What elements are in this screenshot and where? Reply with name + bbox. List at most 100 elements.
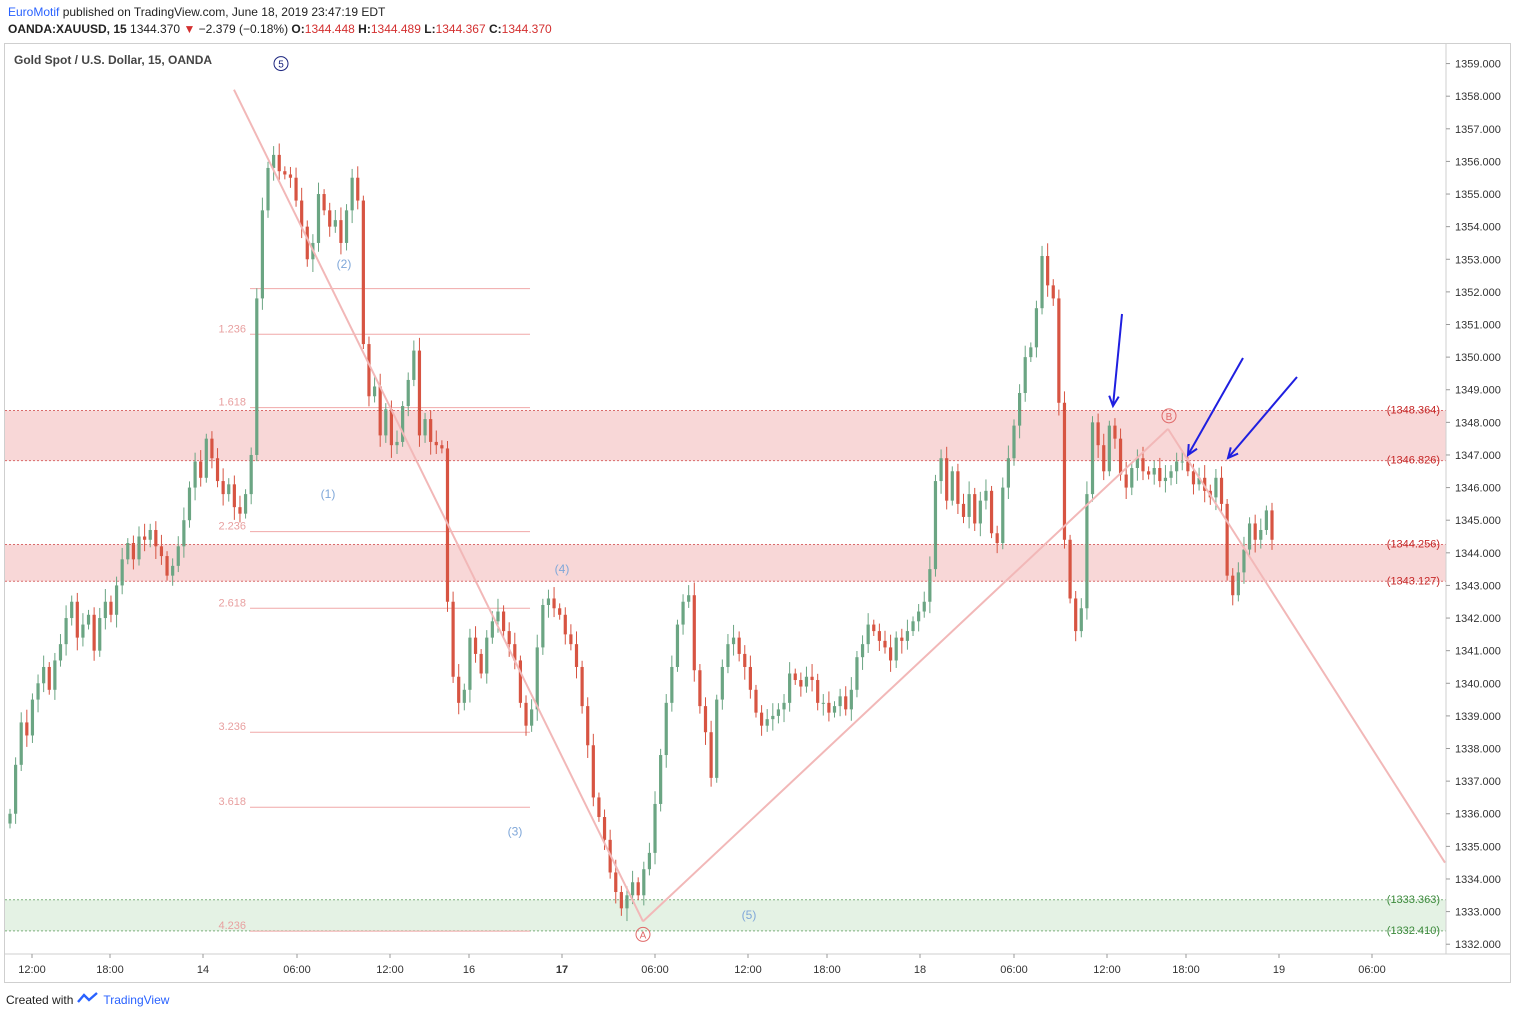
y-tick-label: 1348.000 [1455, 417, 1501, 429]
candle-body [30, 699, 35, 736]
candle-body [339, 220, 343, 243]
chart-title: Gold Spot / U.S. Dollar, 15, OANDA [14, 53, 212, 67]
candle [1062, 391, 1067, 549]
candle [989, 485, 994, 539]
candle-body [47, 666, 51, 690]
y-tick-label: 1349.000 [1455, 385, 1501, 397]
candle [597, 792, 601, 822]
candle-body [372, 386, 377, 397]
candle-body [636, 882, 640, 896]
fib-level-label: 1.618 [218, 397, 246, 409]
y-tick-label: 1345.000 [1455, 515, 1501, 527]
candle-body [19, 722, 23, 765]
x-tick-label: 18:00 [1172, 964, 1200, 976]
candle-body [827, 702, 831, 713]
candle [703, 697, 708, 745]
y-tick-label: 1354.000 [1455, 222, 1501, 234]
y-tick-label: 1336.000 [1455, 809, 1501, 821]
candle-body [883, 640, 887, 648]
candle [743, 645, 747, 680]
candle [131, 535, 135, 570]
candle-body [687, 595, 691, 602]
candle [137, 526, 141, 566]
candle [698, 664, 702, 714]
close-value: 1344.370 [501, 22, 552, 36]
candle-body [973, 494, 977, 524]
candle-body [249, 454, 253, 495]
candle [659, 748, 663, 812]
y-tick-label: 1332.000 [1455, 939, 1501, 951]
candle-body [1152, 468, 1156, 475]
last-price: 1344.370 [130, 22, 181, 36]
y-tick-label: 1358.000 [1455, 91, 1501, 103]
candle-body [799, 680, 803, 687]
candle-body [243, 494, 248, 514]
y-tick-label: 1338.000 [1455, 744, 1501, 756]
candle-body [894, 637, 898, 661]
candle-body [1113, 425, 1117, 439]
candle [939, 449, 943, 494]
y-tick-label: 1343.000 [1455, 580, 1501, 592]
candle-body [361, 200, 365, 345]
candle-body [580, 666, 584, 707]
candle-body [412, 350, 416, 380]
candle [967, 481, 971, 529]
candle [754, 684, 758, 718]
candle-body [159, 546, 164, 557]
candle-body [1085, 494, 1089, 609]
candle-body [103, 601, 107, 619]
candle-body [389, 409, 394, 446]
candle [1068, 534, 1072, 604]
tradingview-brand[interactable]: TradingView [103, 992, 170, 1007]
candle [372, 376, 377, 403]
candle-body [64, 618, 68, 645]
high-value: 1344.489 [370, 22, 421, 36]
candle [558, 603, 562, 620]
candle-body [950, 471, 954, 501]
candle [799, 672, 803, 697]
candle-body [586, 706, 590, 746]
fib-level-label: 3.236 [218, 721, 246, 733]
candle [771, 703, 775, 731]
candle [922, 591, 926, 618]
candle [827, 691, 831, 722]
candle-body [614, 872, 618, 893]
candle [103, 589, 107, 630]
candle [1253, 514, 1257, 553]
candle [8, 808, 12, 829]
candle [586, 697, 590, 758]
candle [182, 507, 186, 558]
candle-body [187, 487, 192, 521]
candle-body [440, 445, 444, 449]
candle-body [1236, 572, 1240, 596]
candle [283, 166, 287, 180]
candle-body [148, 529, 152, 540]
candle [272, 146, 276, 181]
candle-body [496, 611, 500, 622]
candle-body [597, 797, 601, 818]
arrow-shaft [1227, 376, 1298, 459]
candle [322, 189, 326, 216]
x-tick-label: 18 [914, 964, 926, 976]
candle [524, 695, 528, 736]
annotation-arrow [1108, 313, 1123, 409]
candle-body [563, 614, 567, 635]
candle-body [989, 490, 994, 534]
candle [440, 440, 444, 454]
candle-body [434, 441, 438, 446]
candle-body [961, 503, 966, 517]
x-tick-label: 19 [1273, 964, 1285, 976]
candle-body [1135, 458, 1139, 469]
y-tick-label: 1334.000 [1455, 874, 1501, 886]
candle-body [731, 637, 736, 645]
candle [277, 143, 281, 181]
author-link[interactable]: EuroMotif [8, 5, 60, 19]
y-tick-label: 1350.000 [1455, 352, 1501, 364]
candle-body [1023, 357, 1027, 393]
candle-body [227, 484, 231, 495]
change-value: −2.379 (−0.18%) [198, 22, 289, 36]
candle-body [911, 621, 915, 632]
candle-body [569, 634, 573, 645]
candle-body [154, 529, 158, 547]
